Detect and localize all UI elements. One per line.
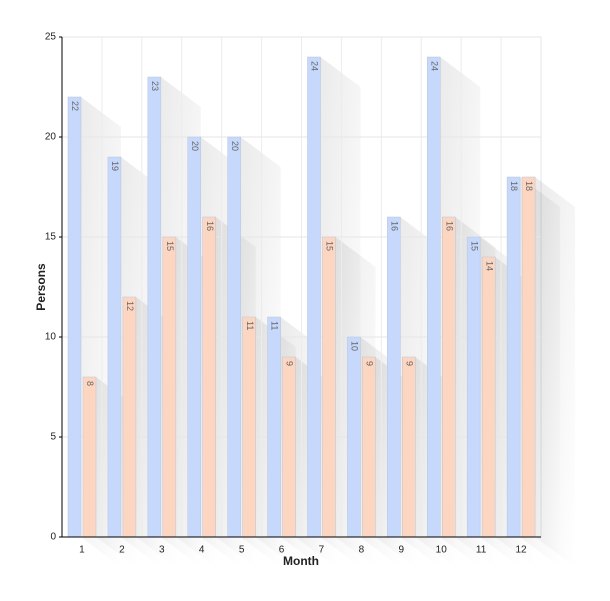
y-tick-label: 0: [50, 532, 56, 543]
bar: [387, 216, 401, 538]
value-label: 16: [444, 221, 454, 231]
x-tick-label: 11: [476, 545, 487, 556]
value-label: 20: [230, 141, 240, 151]
bar: [147, 76, 162, 538]
y-tick-label: 10: [45, 332, 57, 343]
value-label: 9: [404, 361, 414, 366]
bar: [466, 236, 481, 538]
value-label: 22: [70, 101, 80, 111]
value-label: 12: [125, 301, 135, 311]
x-tick-label: 9: [399, 545, 405, 556]
value-label: 15: [325, 241, 335, 251]
bar: [202, 216, 216, 538]
value-label: 23: [150, 81, 160, 91]
bar: [322, 236, 336, 538]
x-tick-label: 5: [239, 545, 245, 556]
bar: [187, 136, 201, 538]
bar: [521, 176, 536, 538]
bar: [481, 256, 496, 538]
bar: [307, 56, 321, 538]
value-label: 24: [429, 61, 439, 71]
value-label: 20: [190, 141, 200, 151]
value-label: 14: [484, 261, 494, 271]
x-tick-label: 2: [119, 545, 125, 556]
y-axis-title: Persons: [34, 263, 48, 311]
x-tick-label: 8: [359, 545, 365, 556]
y-tick-label: 5: [50, 432, 56, 443]
bar: [67, 96, 82, 538]
bar: [267, 316, 281, 538]
value-label: 19: [110, 161, 120, 171]
bar: [362, 356, 376, 538]
bar: [282, 356, 296, 538]
bar: [506, 176, 521, 538]
bar: [442, 216, 456, 538]
bar: [242, 316, 256, 538]
value-label: 18: [524, 181, 534, 191]
bar: [107, 156, 122, 538]
value-label: 16: [389, 221, 399, 231]
bar: [122, 296, 137, 538]
bar: [402, 356, 416, 538]
bar: [347, 336, 361, 538]
bar: [227, 136, 241, 538]
x-tick-label: 7: [319, 545, 325, 556]
x-tick-label: 6: [279, 545, 285, 556]
y-tick-label: 25: [45, 32, 57, 43]
x-tick-label: 10: [436, 545, 448, 556]
bar-shadow: [535, 177, 576, 567]
x-tick-label: 1: [79, 545, 85, 556]
value-label: 15: [165, 241, 175, 251]
y-tick-label: 20: [45, 132, 57, 143]
value-label: 8: [85, 381, 95, 386]
x-tick-label: 3: [159, 545, 165, 556]
x-tick-label: 12: [515, 545, 527, 556]
value-label: 9: [285, 361, 295, 366]
value-label: 11: [245, 321, 255, 330]
bar: [427, 56, 441, 538]
bar: [82, 376, 97, 538]
x-tick-label: 4: [199, 545, 205, 556]
bar: [162, 236, 177, 538]
value-label: 9: [365, 361, 375, 366]
value-label: 10: [350, 341, 360, 351]
value-label: 16: [205, 221, 215, 231]
value-label: 24: [310, 61, 320, 71]
value-label: 11: [270, 321, 280, 330]
y-tick-label: 15: [45, 232, 57, 243]
value-label: 15: [469, 241, 479, 251]
x-axis-title: Month: [283, 554, 319, 568]
value-label: 18: [509, 181, 519, 191]
